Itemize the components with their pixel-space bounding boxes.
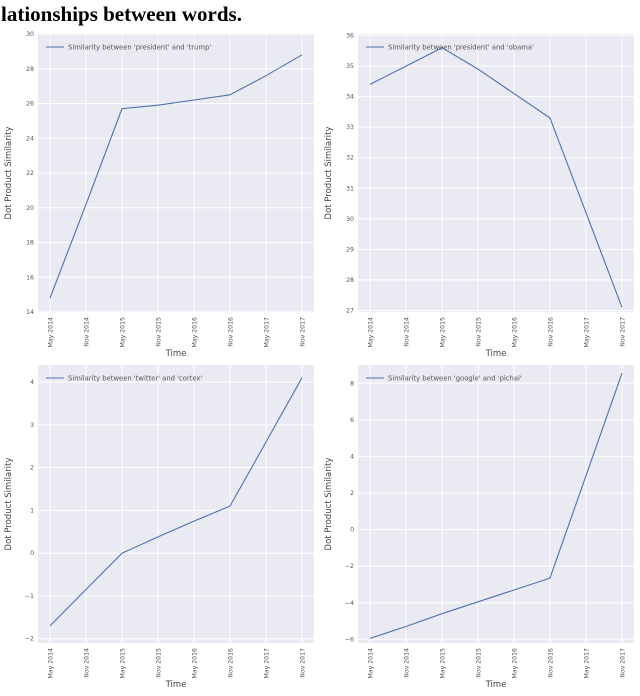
x-tick-label: Nov 2014 <box>84 317 91 347</box>
y-tick-label: 30 <box>346 216 354 223</box>
y-tick-label: 4 <box>350 453 354 460</box>
series-line <box>369 373 623 639</box>
y-axis-label: Dot Product Similarity <box>4 127 14 220</box>
y-tick-label: 28 <box>346 277 354 284</box>
x-tick-label: May 2015 <box>120 317 127 348</box>
y-tick-label: −1 <box>25 593 34 600</box>
x-tick-label: May 2016 <box>512 317 519 348</box>
legend-label: Similarity between 'twitter' and 'cortex… <box>68 375 202 383</box>
x-tick-label: May 2014 <box>368 648 375 679</box>
chart-google-pichai: −6 −4 −2 0 2 4 6 8 May 2014 Nov 2014 May 2015 Nov 2… <box>320 361 640 692</box>
y-axis-label: Dot Product Similarity <box>324 458 334 551</box>
plot-background <box>358 365 634 643</box>
x-tick-label: Nov 2017 <box>300 648 307 678</box>
y-tick-label: −6 <box>345 636 354 643</box>
y-tick-label: 18 <box>26 240 34 247</box>
plot-background <box>38 365 314 643</box>
x-tick-label: Nov 2015 <box>156 648 163 678</box>
y-tick-label: 0 <box>350 527 354 534</box>
y-tick-label: 31 <box>346 185 354 192</box>
chart-president-trump: 14 16 18 20 22 24 26 28 30 May 2014 Nov 2014 May 20… <box>0 30 320 361</box>
x-tick-label: May 2017 <box>584 648 591 679</box>
legend-label: Similarity between 'president' and 'obam… <box>388 44 534 52</box>
x-tick-label: Nov 2016 <box>548 648 555 678</box>
x-tick-label: May 2015 <box>440 317 447 348</box>
y-tick-label: 35 <box>346 63 354 70</box>
y-tick-label: −2 <box>25 636 34 643</box>
y-tick-label: −2 <box>345 563 354 570</box>
legend-label: Similarity between 'president' and 'trum… <box>68 44 211 52</box>
x-axis-label: Time <box>165 349 187 359</box>
x-tick-label: Nov 2015 <box>476 317 483 347</box>
y-tick-label: 2 <box>350 490 354 497</box>
y-tick-label: 34 <box>346 94 354 101</box>
x-tick-label: Nov 2016 <box>228 648 235 678</box>
y-tick-label: 0 <box>30 550 34 557</box>
x-tick-label: Nov 2016 <box>548 317 555 347</box>
charts-grid: 14 16 18 20 22 24 26 28 30 May 2014 Nov 2014 May 20… <box>0 30 640 692</box>
chart-twitter-cortex: −2 −1 0 1 2 3 4 May 2014 Nov 2014 May 2015 Nov 201… <box>0 361 320 692</box>
x-tick-label: May 2015 <box>440 648 447 679</box>
y-tick-label: 6 <box>350 417 354 424</box>
y-tick-label: 24 <box>26 135 34 142</box>
x-tick-label: Nov 2017 <box>300 317 307 347</box>
x-tick-label: May 2015 <box>120 648 127 679</box>
x-tick-label: Nov 2014 <box>84 648 91 678</box>
x-tick-label: Nov 2016 <box>228 317 235 347</box>
y-tick-label: 2 <box>30 465 34 472</box>
x-tick-label: Nov 2014 <box>404 317 411 347</box>
series-line <box>49 54 303 299</box>
x-tick-label: Nov 2017 <box>620 648 627 678</box>
x-tick-label: May 2017 <box>264 317 271 348</box>
y-tick-label: 16 <box>26 274 34 281</box>
x-tick-label: May 2016 <box>192 648 199 679</box>
y-tick-label: 8 <box>350 380 354 387</box>
x-tick-label: May 2017 <box>584 317 591 348</box>
chart-president-obama: 27 28 29 30 31 32 33 34 35 36 May 2014 Nov 2014 May … <box>320 30 640 361</box>
x-tick-label: Nov 2015 <box>476 648 483 678</box>
y-tick-label: 4 <box>30 379 34 386</box>
y-tick-label: 14 <box>26 309 34 316</box>
y-tick-label: 33 <box>346 124 354 131</box>
y-axis-label: Dot Product Similarity <box>4 458 14 551</box>
x-tick-label: May 2016 <box>512 648 519 679</box>
y-tick-label: 27 <box>346 308 354 315</box>
chart-svg: −2 −1 0 1 2 3 4 May 2014 Nov 2014 May 2015 Nov 201… <box>4 365 314 690</box>
chart-svg: 14 16 18 20 22 24 26 28 30 May 2014 Nov 2014 May 20… <box>4 31 314 359</box>
x-tick-label: May 2014 <box>368 317 375 348</box>
y-tick-label: 20 <box>26 205 34 212</box>
y-tick-label: 22 <box>26 170 34 177</box>
y-tick-label: 36 <box>346 33 354 40</box>
y-tick-label: 30 <box>26 31 34 38</box>
y-axis-label: Dot Product Similarity <box>324 127 334 220</box>
x-tick-label: May 2017 <box>264 648 271 679</box>
y-tick-label: 3 <box>30 422 34 429</box>
x-tick-label: May 2016 <box>192 317 199 348</box>
y-tick-label: −4 <box>345 600 354 607</box>
legend-label: Similarity between 'google' and 'pichai' <box>388 375 522 383</box>
x-axis-label: Time <box>165 680 187 690</box>
chart-svg: −6 −4 −2 0 2 4 6 8 May 2014 Nov 2014 May 2015 Nov 2… <box>324 365 634 690</box>
series-line <box>49 377 303 627</box>
plot-background <box>358 34 634 312</box>
series-line <box>369 47 623 308</box>
y-tick-label: 1 <box>30 507 34 514</box>
x-tick-label: Nov 2017 <box>620 317 627 347</box>
y-tick-label: 28 <box>26 66 34 73</box>
x-axis-label: Time <box>485 349 507 359</box>
x-tick-label: Nov 2014 <box>404 648 411 678</box>
y-tick-label: 29 <box>346 246 354 253</box>
y-tick-label: 32 <box>346 155 354 162</box>
chart-svg: 27 28 29 30 31 32 33 34 35 36 May 2014 Nov 2014 May … <box>324 33 634 359</box>
x-tick-label: May 2014 <box>48 317 55 348</box>
x-tick-label: Nov 2015 <box>156 317 163 347</box>
x-axis-label: Time <box>485 680 507 690</box>
x-tick-label: May 2014 <box>48 648 55 679</box>
caption-text: lationships between words. <box>1 2 242 26</box>
y-tick-label: 26 <box>26 101 34 108</box>
